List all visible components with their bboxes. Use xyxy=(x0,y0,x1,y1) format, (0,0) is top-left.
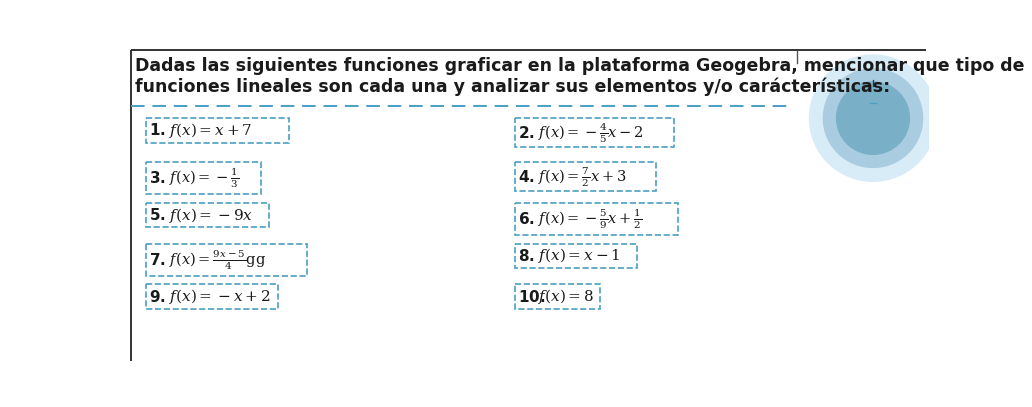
Text: $f(x) = -9x$: $f(x) = -9x$ xyxy=(169,206,254,225)
Text: $f(x) = x - 1$: $f(x) = x - 1$ xyxy=(539,247,620,265)
Bar xyxy=(147,203,268,228)
Text: $f(x) = -\frac{5}{9}x + \frac{1}{2}$: $f(x) = -\frac{5}{9}x + \frac{1}{2}$ xyxy=(539,207,643,231)
Text: $\mathbf{7.}$: $\mathbf{7.}$ xyxy=(150,252,166,268)
Text: $\mathbf{3.}$: $\mathbf{3.}$ xyxy=(150,170,166,186)
Text: $\mathbf{5.}$: $\mathbf{5.}$ xyxy=(150,207,166,223)
Bar xyxy=(515,118,674,147)
Text: $\mathbf{4.}$: $\mathbf{4.}$ xyxy=(518,168,535,185)
Bar xyxy=(515,203,678,235)
Text: $f(x) = -x + 2$: $f(x) = -x + 2$ xyxy=(169,287,271,306)
Circle shape xyxy=(809,55,937,181)
Text: $\mathbf{1.}$: $\mathbf{1.}$ xyxy=(150,123,166,138)
Bar xyxy=(147,162,261,195)
Text: $f(x) = -\frac{4}{5}x - 2$: $f(x) = -\frac{4}{5}x - 2$ xyxy=(539,121,644,145)
Bar xyxy=(147,118,289,143)
Bar xyxy=(147,284,278,309)
Text: $f(x) = \frac{9x-5}{4}\mathrm{gg}$: $f(x) = \frac{9x-5}{4}\mathrm{gg}$ xyxy=(169,248,266,272)
Bar xyxy=(147,244,308,276)
Text: $f(x) = \frac{7}{2}x + 3$: $f(x) = \frac{7}{2}x + 3$ xyxy=(539,165,626,188)
Text: Dadas las siguientes funciones graficar en la plataforma Geogebra, mencionar que: Dadas las siguientes funciones graficar … xyxy=(135,57,1025,74)
Text: $\mathbf{8.}$: $\mathbf{8.}$ xyxy=(518,248,535,264)
Text: $\mathbf{2.}$: $\mathbf{2.}$ xyxy=(518,125,535,141)
Circle shape xyxy=(837,82,909,154)
Bar xyxy=(515,162,656,191)
Text: $f(x) = 8$: $f(x) = 8$ xyxy=(539,287,594,306)
Bar xyxy=(515,244,638,268)
Text: $\mathbf{10.}$: $\mathbf{10.}$ xyxy=(518,289,545,305)
Text: $f(x) = x + 7$: $f(x) = x + 7$ xyxy=(169,121,253,140)
Text: $\mathbf{6.}$: $\mathbf{6.}$ xyxy=(518,211,535,227)
Bar xyxy=(515,284,601,309)
Text: $\mathbf{9.}$: $\mathbf{9.}$ xyxy=(150,289,166,305)
Circle shape xyxy=(824,69,923,167)
Text: $f(x) = -\frac{1}{3}$: $f(x) = -\frac{1}{3}$ xyxy=(169,166,239,190)
Text: funciones lineales son cada una y analizar sus elementos y/o carácterísticas:: funciones lineales son cada una y analiz… xyxy=(135,77,891,96)
